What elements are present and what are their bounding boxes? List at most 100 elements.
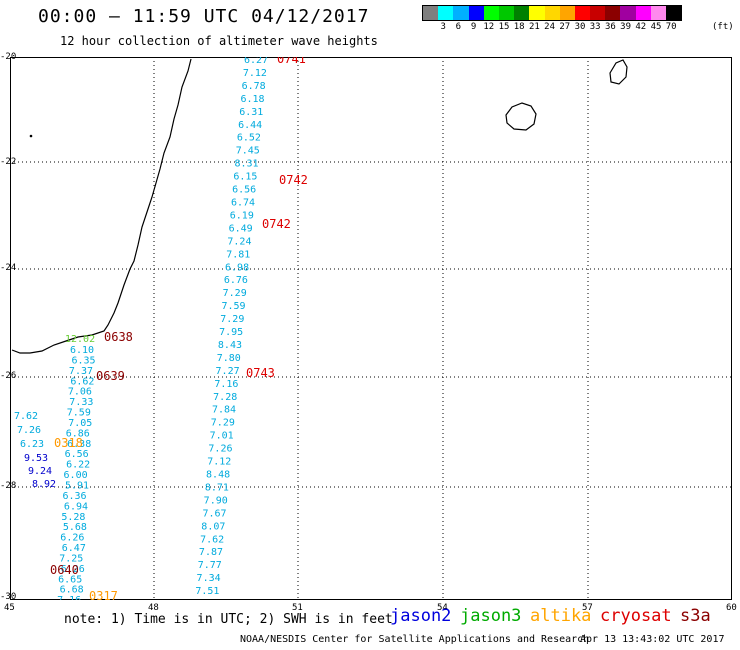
credit-line: NOAA/NESDIS Center for Satellite Applica… — [240, 634, 590, 645]
pass-time-label: 0742 — [279, 173, 308, 187]
wave-height-label: 6.56 — [65, 449, 89, 460]
wave-height-label: 6.49 — [229, 223, 253, 234]
legend-label: 36 — [604, 22, 616, 32]
wave-height-label: 7.59 — [67, 408, 91, 419]
legend-label: 30 — [574, 22, 586, 32]
legend-unit: (ft) — [712, 22, 734, 32]
legend-swatch — [650, 6, 666, 20]
legend-label: 3 — [440, 22, 446, 32]
wave-height-label: 7.34 — [197, 573, 221, 584]
wave-height-label: 6.26 — [61, 564, 85, 575]
legend-swatch — [559, 6, 575, 20]
wave-height-label: 7.24 — [227, 236, 251, 247]
satellite-cryosat: cryosat — [600, 606, 672, 626]
wave-height-label: 7.05 — [68, 418, 92, 429]
legend-labels: 3 6 9 12 15 18 21 24 27 30 33 36 39 42 45 70 — [422, 22, 740, 34]
wave-height-label: 7.77 — [198, 560, 222, 571]
wave-height-label: 6.62 — [70, 376, 94, 387]
madagascar-coastline — [11, 58, 192, 354]
wave-height-label: 5.28 — [61, 512, 85, 523]
legend-label: 12 — [483, 22, 495, 32]
wave-height-label: 6.47 — [62, 543, 86, 554]
wave-height-label: 7.29 — [211, 418, 235, 429]
pass-time-label: 0744 — [227, 598, 256, 600]
wave-height-label: 7.67 — [202, 508, 226, 519]
wave-height-label: 7.29 — [220, 314, 244, 325]
legend-swatch — [468, 6, 484, 20]
wave-height-label: 6.00 — [64, 470, 88, 481]
x-label: 60 — [726, 603, 737, 613]
wave-height-label: 7.26 — [208, 444, 232, 455]
islet — [29, 134, 33, 138]
legend-label: 45 — [650, 22, 662, 32]
wave-height-label: 6.38 — [67, 439, 91, 450]
pass-time-label: 0640 — [50, 563, 79, 577]
legend-swatch — [514, 6, 530, 20]
wave-height-label: 7.48 — [194, 599, 218, 600]
legend-label: 27 — [559, 22, 571, 32]
y-label: -24 — [0, 263, 17, 273]
wave-height-label: 6.18 — [240, 94, 264, 105]
wave-height-label: 7.84 — [212, 405, 236, 416]
legend-label: 15 — [498, 22, 510, 32]
wave-height-label: 6.19 — [230, 210, 254, 221]
wave-height-label: 7.25 — [59, 553, 83, 564]
wave-height-label: 6.10 — [70, 345, 94, 356]
grid-lines — [10, 57, 732, 600]
legend-swatch — [574, 6, 591, 20]
satellite-s3a: s3a — [680, 606, 711, 626]
wave-height-label: 6.44 — [238, 120, 262, 131]
wave-height-label: 5.68 — [63, 522, 87, 533]
y-label: -30 — [0, 592, 17, 602]
legend-swatch — [423, 6, 439, 20]
y-label: -20 — [0, 52, 17, 62]
page-title: 00:00 — 11:59 UTC 04/12/2017 — [38, 6, 370, 27]
wave-height-label: 7.16 — [214, 379, 238, 390]
legend-swatch — [483, 6, 499, 20]
legend-label: 9 — [470, 22, 477, 32]
x-label: 45 — [4, 603, 15, 613]
map-frame — [10, 57, 732, 600]
wave-height-label: 6.74 — [231, 197, 255, 208]
legend-label: 70 — [665, 22, 677, 32]
wave-height-label: 7.16 — [57, 595, 81, 600]
wave-height-label: 7.29 — [223, 288, 247, 299]
legend-swatch — [605, 6, 621, 20]
wave-height-label: 7.95 — [219, 327, 243, 338]
pass-time-label: 0639 — [96, 369, 125, 383]
wave-height-label: 6.35 — [71, 355, 95, 366]
legend-label: 42 — [635, 22, 647, 32]
pass-time-label: 0317 — [89, 589, 118, 600]
satellite-jason3: jason3 — [460, 606, 522, 626]
legend-swatch — [620, 6, 636, 20]
legend-label: 18 — [513, 22, 525, 32]
legend-swatch — [529, 6, 545, 20]
wave-height-label: 7.87 — [199, 547, 223, 558]
wave-height-label: 6.86 — [66, 428, 90, 439]
wave-height-label: 7.45 — [236, 146, 260, 157]
wave-height-label: 9.24 — [28, 466, 52, 477]
wave-height-label: 7.33 — [69, 397, 93, 408]
wave-height-label: 6.36 — [62, 491, 86, 502]
wave-height-label: 6.94 — [64, 501, 88, 512]
legend-swatch — [453, 6, 469, 20]
wave-height-label: 7.90 — [204, 495, 228, 506]
wave-height-label: 6.27 — [244, 57, 268, 66]
wave-height-label: 8.48 — [206, 470, 230, 481]
wave-height-label: 8.71 — [205, 482, 229, 493]
wave-height-label: 8.92 — [32, 479, 56, 490]
wave-height-label: 9.53 — [24, 453, 48, 464]
wave-height-label: 6.22 — [66, 460, 90, 471]
wave-height-label: 7.28 — [213, 392, 237, 403]
wave-height-label: 6.23 — [20, 439, 44, 450]
x-label: 48 — [148, 603, 159, 613]
wave-height-label: 8.31 — [235, 159, 259, 170]
pass-time-label: 0742 — [262, 217, 291, 231]
mauritius-island — [609, 59, 628, 85]
y-label: -28 — [0, 481, 17, 491]
wave-height-label: 6.15 — [233, 172, 257, 183]
reunion-island — [505, 102, 537, 131]
wave-height-label: 6.52 — [237, 133, 261, 144]
legend-swatch — [590, 6, 606, 20]
wave-height-label: 7.59 — [221, 301, 245, 312]
